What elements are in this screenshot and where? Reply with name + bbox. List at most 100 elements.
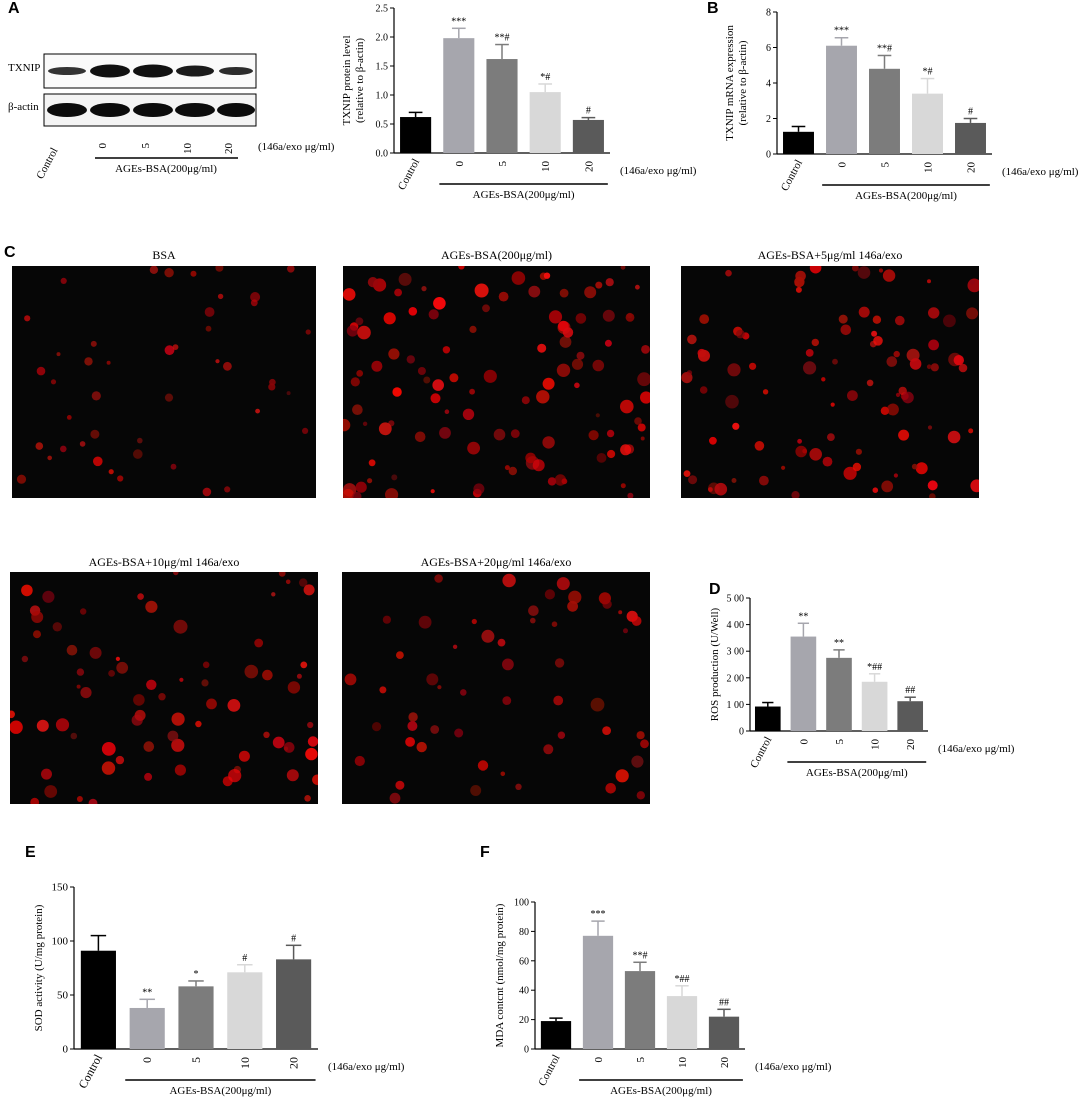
cell-spot xyxy=(93,456,103,467)
cell-spot xyxy=(762,389,769,395)
cell-spot xyxy=(44,785,58,798)
cell-spot xyxy=(223,361,232,371)
cell-spot xyxy=(843,466,857,480)
x-tick-label-b: 10 xyxy=(923,162,935,174)
cell-spot xyxy=(144,772,153,781)
cell-spot xyxy=(927,425,933,430)
group-label-a: AGEs-BSA(200μg/ml) xyxy=(473,189,575,201)
cell-spot xyxy=(602,726,611,735)
x-tick-label-d: 5 xyxy=(834,739,846,745)
cell-spot xyxy=(137,437,143,444)
cell-spot xyxy=(10,720,23,734)
cell-spot xyxy=(858,306,870,318)
cell-spot xyxy=(474,283,489,298)
cell-spot xyxy=(631,616,642,626)
cell-spot xyxy=(346,325,359,337)
cell-spot xyxy=(683,470,691,477)
cell-spot xyxy=(158,693,166,701)
cell-spot xyxy=(929,493,936,498)
cell-spot xyxy=(101,761,116,775)
cell-spot xyxy=(442,346,451,354)
cell-spot xyxy=(31,611,44,623)
cell-spot xyxy=(116,661,129,674)
y-tick-label-e: 150 xyxy=(52,882,69,894)
cell-spot xyxy=(355,481,367,493)
cell-spot xyxy=(635,284,640,290)
cell-spot xyxy=(357,325,371,340)
cell-spot xyxy=(254,638,264,648)
fluorescent-cells xyxy=(344,573,649,804)
cell-spot xyxy=(378,422,392,436)
bar-f xyxy=(582,935,614,1049)
cell-spot xyxy=(969,279,975,285)
cell-spot xyxy=(928,339,939,351)
blot-row-label-txnip: TXNIP xyxy=(8,62,41,74)
ros-production-chart: 0 1 00 2 00 3 00 4 00 5 00 ROS production (U/W… xyxy=(709,594,1015,780)
panel-label-e: E xyxy=(25,844,36,861)
cell-spot xyxy=(803,361,817,375)
cell-spot xyxy=(164,268,174,278)
x-tick-label-b: 20 xyxy=(966,162,978,174)
panel-label-c: C xyxy=(4,244,16,261)
y-tick-label-f: 60 xyxy=(519,956,529,967)
significance-mark-f: *## xyxy=(675,974,690,985)
cell-spot xyxy=(500,771,506,777)
cell-spot xyxy=(631,755,644,768)
bar-e xyxy=(178,986,214,1049)
bar-a xyxy=(529,92,561,153)
cell-spot xyxy=(367,478,373,484)
fluorescent-cells xyxy=(10,572,318,804)
cell-spot xyxy=(544,589,555,600)
cell-spot xyxy=(408,712,418,722)
cell-spot xyxy=(795,445,807,458)
cell-spot xyxy=(567,600,578,612)
cell-spot xyxy=(206,698,217,710)
cell-spot xyxy=(79,441,86,447)
cell-spot xyxy=(286,769,299,782)
cell-spot xyxy=(238,750,250,762)
cell-spot xyxy=(439,427,451,439)
x-tick-label-d: 10 xyxy=(870,739,882,751)
dose-label-e: (146a/exo μg/ml) xyxy=(328,1061,405,1073)
blot-row-label-beta-actin: β-actin xyxy=(8,101,39,113)
cell-spot xyxy=(927,279,931,284)
significance-mark-a: *** xyxy=(451,16,466,27)
cell-spot xyxy=(584,286,597,299)
cell-spot xyxy=(278,572,286,577)
cell-spot xyxy=(561,478,568,485)
cell-spot xyxy=(821,377,826,382)
cell-spot xyxy=(521,396,530,405)
cell-spot xyxy=(830,402,835,407)
cell-spot xyxy=(76,796,83,802)
cell-spot xyxy=(604,339,612,347)
cell-spot xyxy=(898,429,910,441)
micrograph-ages-bsa-10 xyxy=(10,572,318,804)
cell-spot xyxy=(368,459,376,467)
cell-spot xyxy=(460,689,467,696)
cell-spot xyxy=(911,463,918,470)
bar-a xyxy=(486,59,518,153)
cell-spot xyxy=(47,455,52,461)
cell-spot xyxy=(574,382,580,389)
cell-spot xyxy=(300,661,308,669)
cell-spot xyxy=(263,731,270,738)
cell-spot xyxy=(217,293,224,300)
cell-spot xyxy=(528,605,539,616)
cell-spot xyxy=(385,488,399,498)
cell-spot xyxy=(602,599,612,609)
x-tick-label-f: 0 xyxy=(593,1057,605,1063)
cell-spot xyxy=(371,360,383,372)
micrograph-title-ages-bsa-20: AGEs-BSA+20μg/ml 146a/exo xyxy=(420,555,572,569)
significance-mark-e: # xyxy=(291,933,296,944)
bar-e xyxy=(227,972,263,1049)
y-axis-label-b: (relative to β-actin) xyxy=(737,40,749,125)
significance-mark-b: **# xyxy=(877,43,892,54)
x-tick-label-f: 20 xyxy=(719,1057,731,1069)
cell-spot xyxy=(542,377,555,390)
cell-spot xyxy=(562,327,574,338)
x-tick-label-d: 0 xyxy=(798,739,810,745)
cell-spot xyxy=(482,304,490,313)
cell-spot xyxy=(343,418,351,432)
cell-spot xyxy=(886,403,899,416)
cell-spot xyxy=(502,573,516,588)
